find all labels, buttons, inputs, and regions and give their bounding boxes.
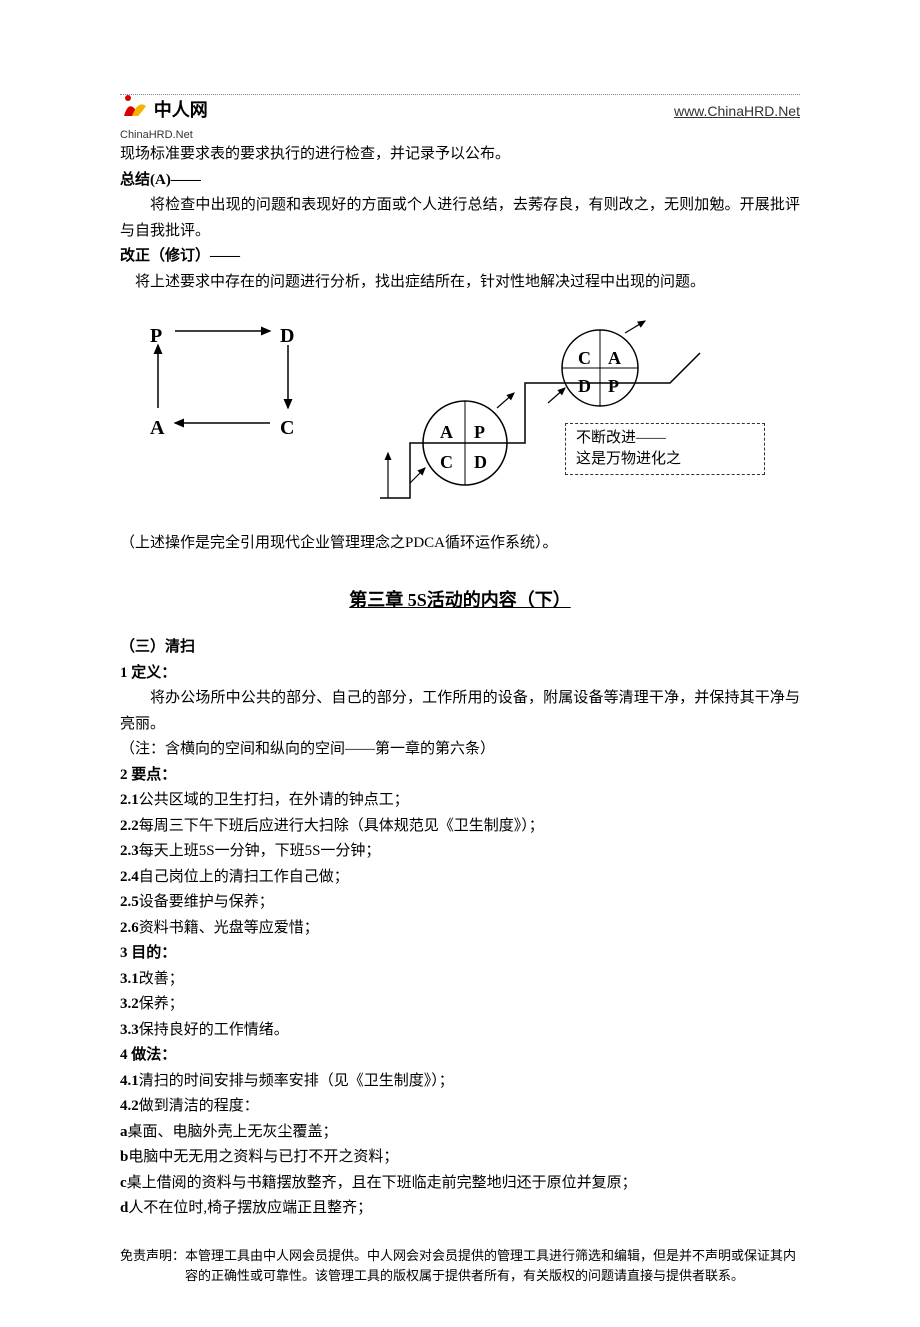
- summary-a-body: 将检查中出现的问题和表现好的方面或个人进行总结，去莠存良，有则改之，无则加勉。开…: [120, 193, 800, 244]
- sec3-4-2: 4.2做到清洁的程度：: [120, 1094, 800, 1120]
- sec3-d: d人不在位时,椅子摆放应端正且整齐；: [120, 1196, 800, 1222]
- section-3-cleaning: （三）清扫 1 定义： 将办公场所中公共的部分、自己的部分，工作所用的设备，附属…: [120, 635, 800, 1222]
- sec3-2-6: 2.6资料书籍、光盘等应爱惜；: [120, 916, 800, 942]
- sec3-2-5: 2.5设备要维护与保养；: [120, 890, 800, 916]
- footer-disclaimer: 免责声明： 本管理工具由中人网会员提供。中人网会对会员提供的管理工具进行筛选和编…: [120, 1246, 800, 1288]
- logo-icon: [120, 94, 148, 128]
- logo-text-cn: 中人网: [154, 100, 208, 120]
- heading-summary-a: 总结(A)——: [120, 168, 800, 194]
- logo-text-url: ChinaHRD.Net: [120, 126, 208, 145]
- spiral-low-C: C: [440, 447, 453, 478]
- sec3-title: （三）清扫: [120, 635, 800, 661]
- sec3-h4: 4 做法：: [120, 1043, 800, 1069]
- sec3-h3: 3 目的：: [120, 941, 800, 967]
- logo: 中人网 ChinaHRD.Net: [120, 94, 208, 144]
- pdca-caption: （上述操作是完全引用现代企业管理理念之PDCA循环运作系统）。: [120, 531, 800, 557]
- page-header: 中人网 ChinaHRD.Net www.ChinaHRD.Net: [120, 94, 800, 134]
- sec3-def-note: （注：含横向的空间和纵向的空间——第一章的第六条）: [120, 737, 800, 763]
- intro-section: 现场标准要求表的要求执行的进行检查，并记录予以公布。 总结(A)—— 将检查中出…: [120, 142, 800, 295]
- fix-body: 将上述要求中存在的问题进行分析，找出症结所在，针对性地解决过程中出现的问题。: [135, 270, 800, 296]
- sec3-4-1: 4.1清扫的时间安排与频率安排（见《卫生制度》）；: [120, 1069, 800, 1095]
- spiral-up-P: P: [608, 371, 619, 402]
- pdca-diagrams: P D C A: [120, 313, 800, 513]
- pdca-sq-C: C: [280, 411, 294, 445]
- pdca-sq-A: A: [150, 411, 164, 445]
- sec3-2-4: 2.4自己岗位上的清扫工作自己做；: [120, 865, 800, 891]
- sec3-c: c桌上借阅的资料与书籍摆放整齐，且在下班临走前完整地归还于原位并复原；: [120, 1171, 800, 1197]
- sec3-3-2: 3.2保养；: [120, 992, 800, 1018]
- callout-line1: 不断改进——: [576, 428, 754, 449]
- sec3-2-2: 2.2每周三下午下班后应进行大扫除（具体规范见《卫生制度》）；: [120, 814, 800, 840]
- spiral-low-P: P: [474, 417, 485, 448]
- sec3-h1: 1 定义：: [120, 661, 800, 687]
- callout-line2: 这是万物进化之: [576, 449, 754, 470]
- sec3-h2: 2 要点：: [120, 763, 800, 789]
- sec3-def-body: 将办公场所中公共的部分、自己的部分，工作所用的设备，附属设备等清理干净，并保持其…: [120, 686, 800, 737]
- spiral-low-A: A: [440, 417, 453, 448]
- spiral-low-D: D: [474, 447, 487, 478]
- spiral-callout: 不断改进—— 这是万物进化之: [565, 423, 765, 475]
- chapter-title: 第三章 5S活动的内容（下）: [120, 585, 800, 616]
- spiral-up-D: D: [578, 371, 591, 402]
- sec3-b: b电脑中无无用之资料与已打不开之资料；: [120, 1145, 800, 1171]
- sec3-3-1: 3.1改善；: [120, 967, 800, 993]
- footer-label: 免责声明：: [120, 1246, 185, 1288]
- pdca-sq-P: P: [150, 319, 162, 353]
- sec3-2-3: 2.3每天上班5S一分钟，下班5S一分钟；: [120, 839, 800, 865]
- pdca-spiral-diagram: A P C D C A D P 不断改进—— 这是万物进化之: [370, 313, 800, 513]
- header-site-url: www.ChinaHRD.Net: [674, 100, 800, 124]
- header-rule: [120, 94, 800, 95]
- pdca-sq-D: D: [280, 319, 294, 353]
- heading-fix: 改正（修订）——: [120, 244, 800, 270]
- sec3-2-1: 2.12.1公共区域的卫生打扫，在外请的钟点工；公共区域的卫生打扫，在外请的钟点…: [120, 788, 800, 814]
- spiral-up-C: C: [578, 343, 591, 374]
- spiral-up-A: A: [608, 343, 621, 374]
- sec3-a: a桌面、电脑外壳上无灰尘覆盖；: [120, 1120, 800, 1146]
- intro-line1: 现场标准要求表的要求执行的进行检查，并记录予以公布。: [120, 142, 800, 168]
- sec3-3-3: 3.3保持良好的工作情绪。: [120, 1018, 800, 1044]
- pdca-square-diagram: P D C A: [120, 313, 340, 443]
- footer-body: 本管理工具由中人网会员提供。中人网会对会员提供的管理工具进行筛选和编辑，但是并不…: [185, 1246, 800, 1288]
